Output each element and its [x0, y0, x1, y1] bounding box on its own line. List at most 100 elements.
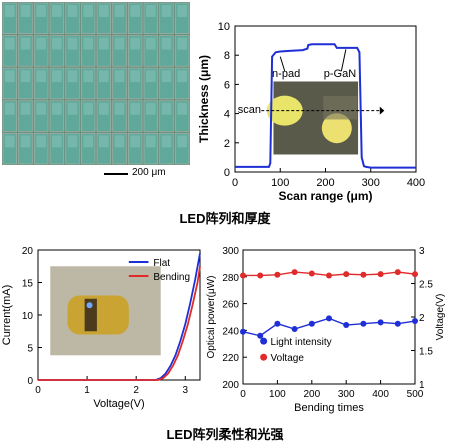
legend-marker	[260, 353, 268, 361]
led-cell-pad	[130, 135, 140, 148]
thickness-profile-line	[235, 43, 416, 169]
legend-label: Voltage	[271, 353, 305, 364]
legend-marker	[260, 337, 268, 345]
inset-p-pad	[321, 113, 352, 144]
y-axis-label: Current(mA)	[1, 285, 13, 346]
x-tick-label: 300	[362, 177, 380, 189]
iv-curve-chart: 0 1 2 3 0 5 10 15 20 Voltage(V) Current(mA) Flat Ben…	[1, 246, 201, 410]
light-intensity-point	[394, 320, 401, 327]
light-intensity-point	[326, 315, 332, 322]
voltage-point	[257, 272, 264, 279]
annotation-p-gan: p-GaN	[324, 68, 356, 80]
light-intensity-point	[343, 322, 350, 329]
x-tick-label: 0	[232, 177, 238, 189]
led-cell-pad	[146, 135, 156, 148]
led-cell-pad	[99, 102, 109, 115]
annotation-p-gan-arrow	[340, 49, 347, 72]
led-cell-pad	[146, 5, 156, 17]
led-cell-pad	[130, 70, 140, 83]
y-tick-label: 0	[27, 376, 33, 387]
led-cell-pad	[52, 37, 62, 50]
inset-n-pad	[266, 95, 303, 126]
led-cell-pad	[67, 102, 78, 115]
thickness-inset-photo	[266, 81, 359, 155]
y2-tick-label: 2	[419, 313, 425, 324]
voltage-point	[412, 271, 418, 278]
x-tick-label: 0	[240, 389, 246, 400]
led-cell-pad	[5, 37, 15, 50]
led-cell-pad	[20, 70, 31, 83]
led-cell-pad	[36, 70, 46, 83]
x-tick-label: 100	[271, 177, 289, 189]
legend-label: Bending	[153, 272, 190, 283]
led-cell-pad	[161, 70, 172, 83]
led-cell-pad	[20, 102, 31, 115]
led-cell-pad	[114, 135, 125, 148]
led-cell-pad	[114, 102, 125, 115]
x-tick-label: 400	[407, 177, 425, 189]
x-axis-label: Voltage(V)	[93, 398, 144, 410]
y-tick-label: 8	[224, 50, 230, 62]
y-tick-label: 15	[22, 279, 34, 290]
led-cell-pad	[146, 70, 156, 83]
x-tick-label: 2	[133, 385, 139, 396]
led-cell-pad	[114, 37, 125, 50]
inset-shadow	[323, 96, 358, 120]
y2-tick-label: 2.5	[419, 280, 433, 291]
y-tick-label: 20	[22, 246, 34, 257]
x-tick-label: 200	[316, 177, 334, 189]
led-cell-pad	[177, 70, 187, 83]
led-cell-pad	[99, 5, 109, 17]
scale-bar-label: 200 μm	[132, 167, 166, 178]
y-tick-label: 260	[222, 300, 239, 311]
thickness-profile-chart: 0 100 200 300 400 0 2 4 6 8 10 Scan range (μm) Thick…	[197, 21, 425, 203]
legend-label: Flat	[153, 258, 170, 269]
light-intensity-point	[377, 319, 384, 326]
led-cell-pad	[5, 5, 15, 17]
led-cell-pad	[177, 5, 187, 17]
y-tick-label: 200	[222, 380, 239, 391]
voltage-point	[240, 272, 246, 279]
x-axis-label: Bending times	[294, 402, 364, 414]
led-cell-pad	[177, 102, 187, 115]
voltage-point	[343, 271, 350, 278]
led-cell-pad	[130, 5, 140, 17]
led-cell-pad	[114, 70, 125, 83]
led-cell-pad	[20, 135, 31, 148]
led-cell-pad	[177, 37, 187, 50]
led-cell-pad	[161, 5, 172, 17]
x-tick-label: 3	[182, 385, 188, 396]
led-cell-pad	[52, 102, 62, 115]
light-intensity-point	[240, 328, 246, 335]
led-cell-pad	[161, 102, 172, 115]
photo-led-glow	[86, 302, 93, 309]
voltage-point	[308, 270, 315, 277]
led-cell-pad	[161, 135, 172, 148]
led-cell-pad	[67, 37, 78, 50]
led-cell-pad	[5, 102, 15, 115]
led-cell-pad	[36, 37, 46, 50]
voltage-point	[326, 272, 332, 279]
led-cell-pad	[67, 135, 78, 148]
led-cell-pad	[36, 102, 46, 115]
led-cell-pad	[146, 37, 156, 50]
light-intensity-point	[274, 320, 281, 327]
led-cell-pad	[83, 5, 93, 17]
y2-tick-label: 1.5	[419, 347, 433, 358]
led-cell-pad	[161, 37, 172, 50]
led-cell-pad	[67, 5, 78, 17]
caption-bottom: LED阵列柔性和光强	[166, 427, 284, 442]
x-tick-label: 300	[338, 389, 355, 400]
y2-axis-label: Voltage(V)	[435, 294, 446, 341]
led-cell-pad	[130, 37, 140, 50]
light-intensity-point	[308, 320, 315, 327]
y2-tick-label: 3	[419, 246, 425, 257]
led-cell-pad	[67, 70, 78, 83]
led-cell-pad	[36, 135, 46, 148]
led-cell-pad	[52, 70, 62, 83]
led-cell-pad	[99, 37, 109, 50]
bending-test-chart: 0 100 200 300 400 500 200 220 240 260 280 300 1 1.5 2 2…	[206, 246, 446, 414]
y-tick-label: 280	[222, 273, 239, 284]
led-cell-pad	[20, 5, 31, 17]
x-tick-label: 1	[84, 385, 90, 396]
